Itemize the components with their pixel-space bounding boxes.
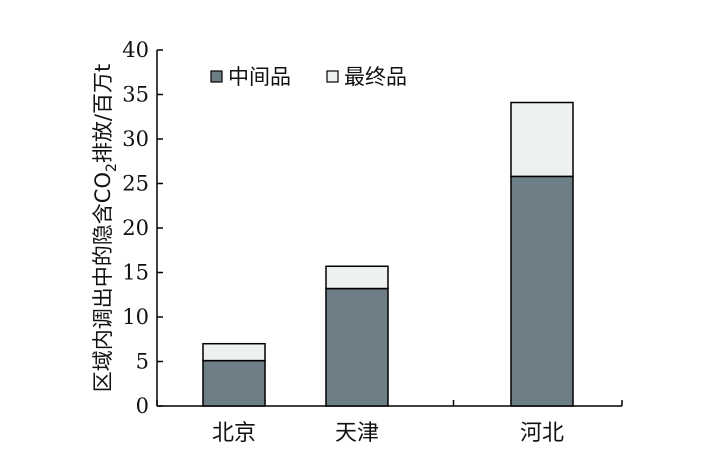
legend-swatch	[210, 70, 223, 83]
legend: 中间品 最终品	[210, 65, 407, 89]
bar-segment-intermediate-2	[510, 175, 574, 407]
legend-swatch	[326, 70, 339, 83]
bar-segment-final-0	[202, 342, 266, 362]
x-category-label: 北京	[212, 421, 256, 446]
y-axis: 0 5 10 15 20 25 30 35 40	[122, 38, 163, 418]
bars	[202, 101, 574, 407]
bar-segment-intermediate-1	[325, 287, 389, 407]
y-axis-label-part-1: 区域内调出中的隐含CO	[91, 172, 115, 392]
y-axis-label-subscript: 2	[104, 163, 120, 172]
y-tick-label: 5	[136, 350, 149, 374]
legend-label: 最终品	[344, 65, 407, 89]
x-category-label: 天津	[335, 421, 379, 446]
y-tick-label: 0	[136, 394, 149, 418]
y-tick-label: 30	[122, 127, 149, 151]
bar-segment-final-1	[325, 265, 389, 290]
y-tick-label: 20	[122, 216, 149, 240]
y-axis-label-part-2: 排放/百万t	[91, 64, 115, 163]
x-axis: 北京 天津 河北	[156, 400, 623, 446]
y-tick-label: 40	[122, 38, 149, 62]
y-tick-label: 15	[122, 261, 149, 285]
y-axis-label: 区域内调出中的隐含CO2排放/百万t	[91, 64, 120, 392]
bar-segment-intermediate-0	[202, 359, 266, 407]
y-tick-label: 25	[122, 172, 149, 196]
y-tick-label: 10	[122, 305, 149, 329]
bar-segment-final-2	[510, 101, 574, 178]
legend-label: 中间品	[228, 65, 291, 89]
y-axis-label-text: 区域内调出中的隐含CO2排放/百万t	[91, 64, 120, 392]
x-category-label: 河北	[520, 421, 564, 446]
y-tick-label: 35	[122, 83, 149, 107]
